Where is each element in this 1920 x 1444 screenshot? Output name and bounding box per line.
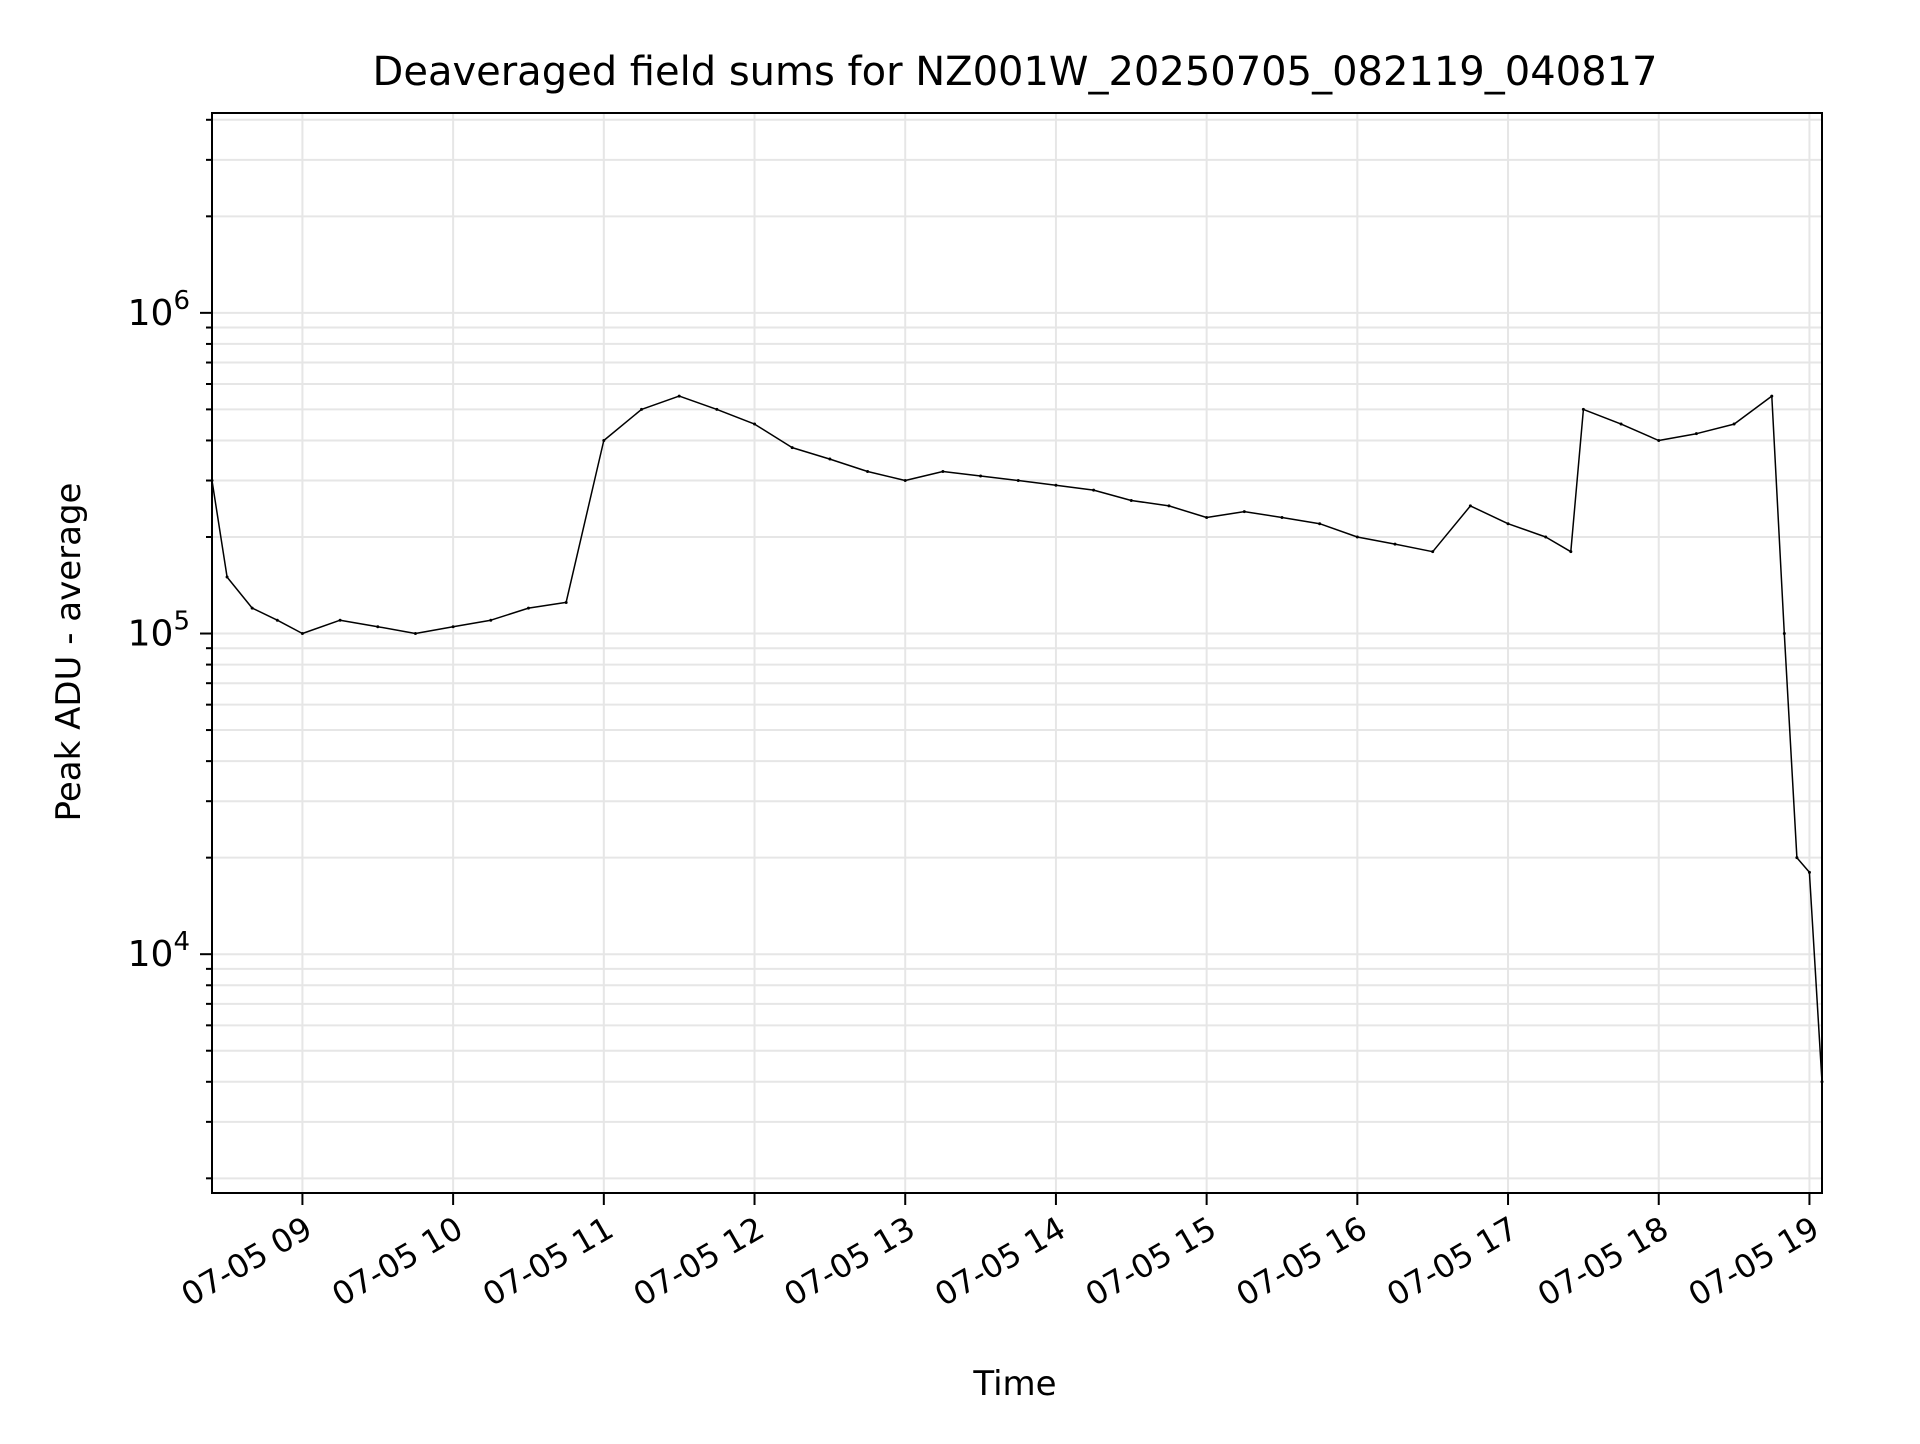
data-point	[564, 600, 568, 604]
data-point	[1544, 535, 1548, 539]
plot-frame	[211, 112, 1823, 1194]
grid-lines	[212, 113, 1822, 1193]
data-point	[1280, 516, 1284, 520]
data-point	[300, 632, 304, 636]
y-tick-label: 104	[128, 927, 190, 975]
data-point	[526, 606, 530, 610]
data-point	[413, 632, 417, 636]
data-point	[1506, 522, 1510, 526]
data-point	[1431, 550, 1435, 554]
data-point	[1569, 550, 1573, 554]
data-point	[1054, 483, 1058, 487]
data-point	[753, 422, 757, 426]
data-point	[602, 438, 606, 442]
data-point	[1092, 488, 1096, 492]
data-point	[1016, 479, 1020, 483]
data-point	[640, 407, 644, 411]
y-axis-label: Peak ADU - average	[49, 483, 89, 822]
data-point	[1167, 504, 1171, 508]
data-point	[715, 407, 719, 411]
data-point	[979, 474, 983, 478]
data-point	[1205, 516, 1209, 520]
data-point	[1393, 542, 1397, 546]
y-tick-label: 106	[128, 286, 190, 334]
axis-ticks	[200, 118, 1811, 1205]
data-point	[1807, 870, 1811, 874]
data-point	[790, 446, 794, 450]
data-point	[338, 618, 342, 622]
data-point	[1355, 535, 1359, 539]
data-point	[1129, 498, 1133, 502]
data-point	[866, 470, 870, 474]
data-point	[1318, 522, 1322, 526]
data-point	[1732, 422, 1736, 426]
data-point	[677, 394, 681, 398]
data-point	[225, 575, 229, 579]
data-point	[1619, 422, 1623, 426]
data-point	[451, 625, 455, 629]
data-point	[1581, 407, 1585, 411]
data-point	[1770, 394, 1774, 398]
data-point	[941, 470, 945, 474]
data-point	[250, 606, 254, 610]
series-layer	[210, 394, 1824, 1084]
data-point	[1242, 510, 1246, 514]
x-axis-label: Time	[972, 1364, 1056, 1404]
data-point	[1795, 856, 1799, 860]
data-point	[1468, 504, 1472, 508]
data-point	[275, 618, 279, 622]
data-point	[489, 618, 493, 622]
data-point	[1782, 632, 1786, 636]
data-point	[1694, 432, 1698, 436]
y-tick-label: 105	[128, 607, 190, 655]
data-point	[1657, 438, 1661, 442]
data-point	[903, 479, 907, 483]
data-point	[376, 625, 380, 629]
chart-title: Deaveraged field sums for NZ001W_2025070…	[373, 49, 1658, 95]
data-point	[828, 457, 832, 461]
